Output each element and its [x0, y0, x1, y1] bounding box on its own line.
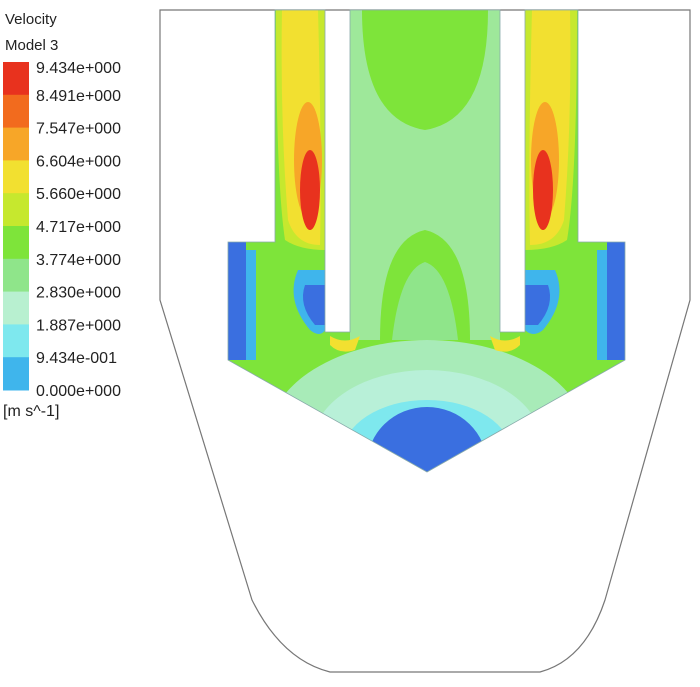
legend-level: 7.547e+000: [36, 121, 121, 138]
velocity-contours: [228, 10, 625, 472]
legend-level: 3.774e+000: [36, 252, 121, 269]
legend-level: 9.434e-001: [36, 350, 117, 367]
legend-level: 8.491e+000: [36, 88, 121, 105]
legend-unit: [m s^-1]: [3, 403, 59, 420]
color-band: [3, 127, 29, 161]
legend-level: 1.887e+000: [36, 317, 121, 334]
color-band: [3, 226, 29, 260]
color-band: [3, 94, 29, 129]
legend-level: 2.830e+000: [36, 285, 121, 302]
legend-title: Velocity: [5, 11, 57, 28]
color-band: [3, 291, 29, 325]
color-band: [3, 160, 29, 194]
legend-level: 5.660e+000: [36, 186, 121, 203]
legend-level: 4.717e+000: [36, 219, 121, 236]
domain-outline: [227, 9, 626, 473]
color-band: [3, 258, 29, 293]
legend-level: 9.434e+000: [36, 60, 121, 77]
color-band-top: [3, 62, 29, 79]
color-band: [3, 357, 29, 391]
color-band: [3, 193, 29, 227]
legend-subtitle: Model 3: [5, 37, 58, 54]
color-band: [3, 324, 29, 358]
legend-level: 6.604e+000: [36, 153, 121, 170]
legend-level: 0.000e+000: [36, 383, 121, 400]
legend: Velocity Model 3 9.434e+000 8.491e+000 7.5…: [3, 11, 121, 420]
